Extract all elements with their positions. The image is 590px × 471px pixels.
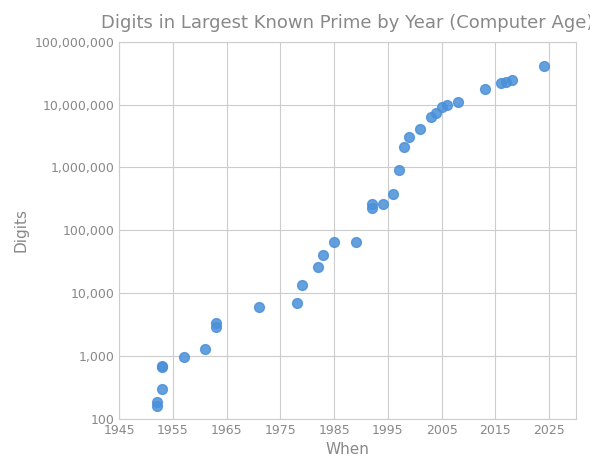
- X-axis label: When: When: [326, 442, 369, 457]
- Point: [211, 323, 221, 331]
- Point: [432, 110, 441, 117]
- Point: [502, 78, 511, 85]
- Point: [319, 252, 328, 259]
- Point: [201, 345, 210, 352]
- Point: [158, 385, 167, 393]
- Y-axis label: Digits: Digits: [14, 208, 29, 252]
- Point: [496, 79, 506, 87]
- Point: [152, 398, 162, 406]
- Point: [292, 299, 301, 307]
- Point: [442, 101, 452, 109]
- Point: [179, 353, 188, 360]
- Point: [507, 76, 516, 83]
- Point: [351, 238, 360, 246]
- Point: [378, 201, 387, 208]
- Point: [480, 86, 490, 93]
- Point: [405, 133, 414, 141]
- Title: Digits in Largest Known Prime by Year (Computer Age): Digits in Largest Known Prime by Year (C…: [101, 14, 590, 32]
- Point: [389, 190, 398, 198]
- Point: [367, 201, 376, 208]
- Point: [399, 144, 409, 151]
- Point: [367, 204, 376, 211]
- Point: [158, 363, 167, 371]
- Point: [254, 303, 264, 311]
- Point: [539, 62, 549, 70]
- Point: [158, 362, 167, 370]
- Point: [437, 103, 447, 111]
- Point: [394, 167, 404, 174]
- Point: [152, 403, 162, 410]
- Point: [211, 319, 221, 326]
- Point: [415, 125, 425, 133]
- Point: [426, 114, 435, 121]
- Point: [329, 238, 339, 246]
- Point: [297, 281, 307, 289]
- Point: [313, 263, 323, 271]
- Point: [453, 98, 463, 106]
